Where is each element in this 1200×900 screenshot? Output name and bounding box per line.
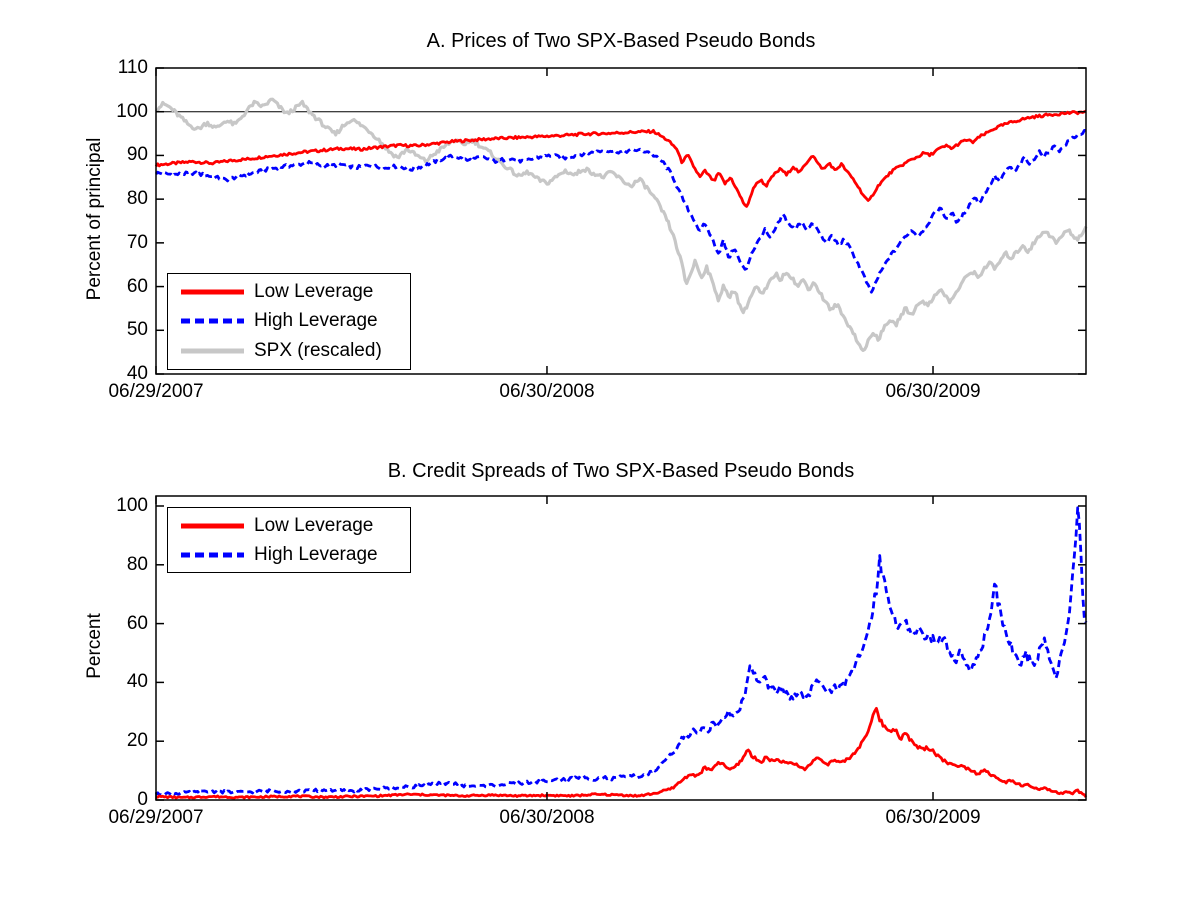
y-tick-label: 70 xyxy=(126,231,148,253)
high-leverage-line-sample-icon xyxy=(181,318,244,324)
y-tick-label: 60 xyxy=(126,612,148,634)
y-tick-label: 80 xyxy=(126,553,148,575)
y-tick-label: 40 xyxy=(126,363,148,384)
spx-line-sample-icon xyxy=(181,348,244,354)
legend-label: High Leverage xyxy=(254,543,378,565)
x-tick-label: 06/29/2007 xyxy=(108,381,204,402)
plot-box xyxy=(155,495,1087,801)
x-tick-label: 06/30/2009 xyxy=(885,381,981,402)
series-high-leverage xyxy=(154,128,1086,294)
y-tick-label: 110 xyxy=(117,57,148,78)
y-tick-label: 100 xyxy=(116,494,148,516)
x-tick-label: 06/29/2007 xyxy=(108,807,204,828)
series-low-leverage xyxy=(155,706,1088,800)
legend-entry-low-leverage: Low Leverage xyxy=(181,281,410,303)
y-tick-label: 50 xyxy=(126,319,148,341)
legend-entry-high-leverage: High Leverage xyxy=(181,544,410,566)
legend-label: High Leverage xyxy=(254,310,378,332)
x-tick-label: 06/30/2009 xyxy=(885,807,981,828)
low-leverage-line-sample-icon xyxy=(181,289,244,295)
y-tick-label: 20 xyxy=(126,730,148,752)
y-tick-label: 90 xyxy=(126,144,148,166)
x-tick-label: 06/30/2008 xyxy=(499,807,595,828)
panel-b-title: B. Credit Spreads of Two SPX-Based Pseud… xyxy=(387,460,855,482)
plot-box xyxy=(155,67,1087,375)
legend-label: Low Leverage xyxy=(254,280,374,302)
series-low-leverage xyxy=(154,109,1087,208)
series-spx-rescaled- xyxy=(154,97,1088,352)
panel-a-title: A. Prices of Two SPX-Based Pseudo Bonds xyxy=(426,30,816,52)
x-tick-label: 06/30/2008 xyxy=(499,381,595,402)
legend-entry-low-leverage: Low Leverage xyxy=(181,515,410,537)
legend-entry-high-leverage: High Leverage xyxy=(181,310,410,332)
series-high-leverage xyxy=(154,506,1088,797)
y-tick-label: 0 xyxy=(137,789,148,810)
legend-label: Low Leverage xyxy=(254,514,374,536)
y-tick-label: 100 xyxy=(116,100,148,122)
low-leverage-line-sample-icon xyxy=(181,523,244,528)
y-tick-label: 40 xyxy=(126,671,148,693)
panel-a-legend: Low Leverage High Leverage SPX (rescaled… xyxy=(167,273,411,370)
y-tick-label: 80 xyxy=(126,188,148,210)
high-leverage-line-sample-icon xyxy=(181,552,244,557)
panel-b-legend: Low Leverage High Leverage xyxy=(167,507,411,573)
y-tick-label: 60 xyxy=(126,275,148,297)
legend-entry-spx: SPX (rescaled) xyxy=(181,340,410,362)
legend-label: SPX (rescaled) xyxy=(254,340,382,362)
